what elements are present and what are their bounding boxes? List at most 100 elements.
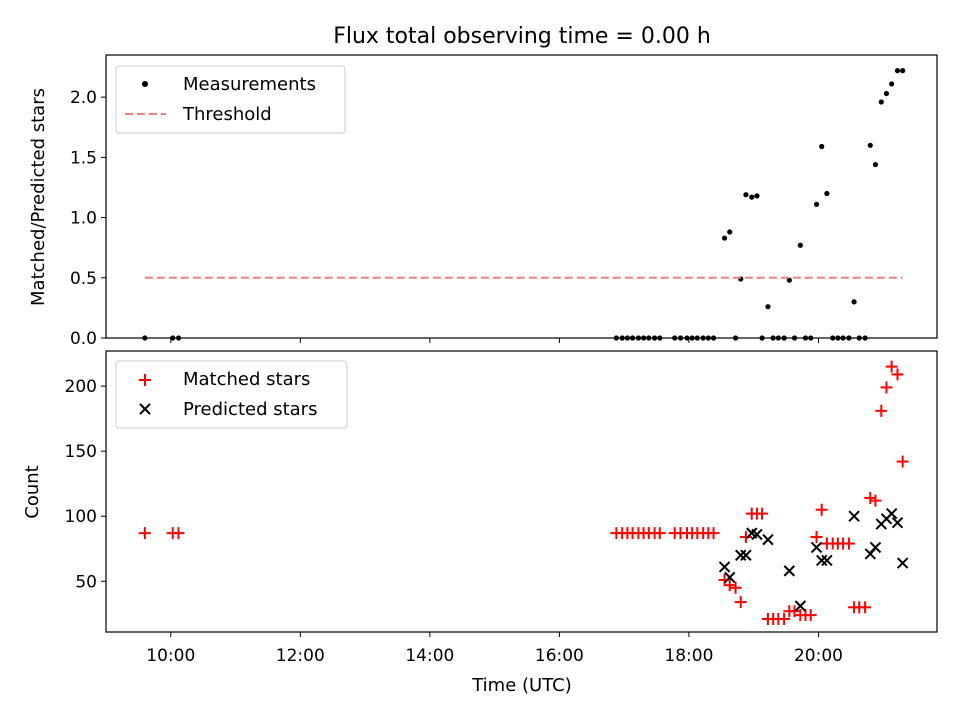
matched-star-point [653, 527, 666, 540]
measurement-point [646, 335, 652, 341]
x-stroke-b [810, 541, 823, 554]
top-panel: 0.00.51.01.52.0 Matched/Predicted stars … [28, 54, 938, 349]
measurement-point [846, 335, 852, 341]
x-stroke-b [821, 554, 833, 567]
x-stroke-b [885, 507, 898, 520]
matched-star-point [729, 581, 742, 594]
predicted-star-point [751, 528, 763, 541]
y-tick-label: 50 [75, 572, 97, 592]
x-stroke-b [891, 517, 904, 529]
predicted-star-point [718, 561, 731, 573]
legend-threshold-label: Threshold [182, 104, 272, 125]
top-legend-box [115, 65, 346, 134]
top-data-marks [142, 68, 906, 341]
measurement-point [775, 335, 781, 341]
matched-star-point [885, 360, 898, 373]
measurement-point [813, 201, 820, 207]
measurement-point [635, 335, 642, 341]
measurement-point [883, 90, 890, 97]
x-tick-label: 18:00 [664, 646, 713, 666]
measurement-point [802, 335, 809, 341]
measurement-point [705, 335, 711, 341]
measurement-point [640, 335, 647, 341]
legend-measurements-label: Measurements [183, 74, 316, 95]
x-stroke-b [751, 528, 763, 541]
matched-star-point [869, 494, 882, 507]
matched-star-point [804, 609, 817, 622]
x-stroke-b [718, 561, 731, 573]
measurement-point [759, 335, 765, 341]
predicted-star-point [740, 549, 752, 561]
measurement-point [824, 190, 830, 197]
measurement-point [770, 335, 776, 341]
matched-star-point [859, 601, 872, 614]
legend-predicted-marker [139, 403, 151, 415]
x-axis-label: Time (UTC) [471, 675, 572, 696]
y-tick-label: 200 [65, 377, 97, 397]
chart-title: Flux total observing time = 0.00 h [333, 24, 711, 49]
legend-matched-label: Matched stars [183, 369, 310, 390]
bottom-legend: Matched stars Predicted stars [115, 360, 348, 429]
matched-star-point [756, 507, 769, 520]
x-stroke-b [762, 533, 774, 546]
x-stroke-b [783, 565, 796, 577]
matched-star-point [875, 404, 888, 417]
measurement-point [170, 335, 176, 341]
x-stroke-b [848, 510, 860, 522]
measurement-point [613, 335, 619, 341]
bottom-data-marks [138, 360, 909, 625]
predicted-star-point [816, 554, 828, 567]
x-stroke-b [869, 541, 882, 554]
predicted-star-point [848, 510, 860, 522]
measurement-point [619, 335, 625, 341]
top-y-axis-label: Matched/Predicted stars [28, 88, 49, 306]
measurement-point [694, 335, 700, 341]
measurement-point [867, 142, 873, 148]
predicted-star-point [896, 557, 909, 569]
predicted-star-point [810, 541, 823, 554]
measurement-point [710, 335, 717, 341]
x-stroke-b [724, 571, 736, 584]
y-tick-label: 150 [65, 442, 97, 462]
matched-star-point [891, 368, 904, 381]
matched-star-point [880, 381, 893, 394]
x-stroke-b [896, 557, 909, 569]
legend-measurements-marker [142, 81, 148, 87]
measurement-point [889, 81, 895, 87]
predicted-star-point [821, 554, 833, 567]
measurement-point [781, 335, 787, 341]
x-stroke-b [740, 549, 752, 561]
legend-matched-marker [139, 374, 151, 386]
matched-star-point [723, 579, 736, 592]
y-tick-label: 100 [65, 507, 97, 527]
matched-star-point [739, 531, 752, 544]
measurement-point [684, 335, 690, 341]
measurement-point [754, 193, 760, 199]
measurement-point [700, 335, 706, 341]
bottom-x-ticks: 10:00 12:00 14:00 16:00 18:00 20:00 [146, 632, 843, 666]
predicted-star-point [885, 507, 898, 520]
matched-star-point [842, 537, 855, 550]
measurement-point [830, 335, 836, 341]
measurement-point [835, 335, 841, 341]
measurement-point [819, 143, 825, 150]
measurement-point [749, 194, 755, 200]
measurement-point [862, 335, 868, 341]
measurement-point [652, 335, 658, 341]
measurement-point [732, 335, 739, 341]
x-stroke-b [816, 554, 828, 567]
x-stroke-b [746, 527, 758, 539]
y-tick-label: 0.5 [70, 269, 97, 289]
measurement-point [677, 335, 684, 341]
measurement-point [840, 335, 846, 341]
measurement-point [856, 335, 862, 341]
matched-star-point [707, 527, 720, 540]
measurement-point [808, 335, 814, 341]
matched-star-point [778, 612, 791, 625]
top-legend: Measurements Threshold [115, 65, 346, 134]
measurement-point [721, 235, 728, 241]
x-tick-label: 16:00 [535, 646, 584, 666]
measurement-point [894, 68, 901, 74]
bottom-plot-frame [105, 350, 938, 633]
